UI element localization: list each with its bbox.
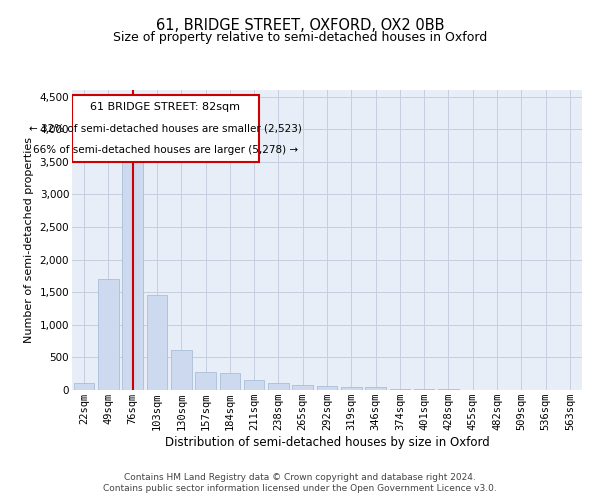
FancyBboxPatch shape <box>72 94 259 162</box>
Bar <box>268 384 289 390</box>
Bar <box>98 279 119 390</box>
Bar <box>146 296 167 390</box>
Bar <box>220 372 240 390</box>
Text: 66% of semi-detached houses are larger (5,278) →: 66% of semi-detached houses are larger (… <box>33 145 298 155</box>
Text: Contains public sector information licensed under the Open Government Licence v3: Contains public sector information licen… <box>103 484 497 493</box>
Text: ← 32% of semi-detached houses are smaller (2,523): ← 32% of semi-detached houses are smalle… <box>29 123 302 133</box>
Bar <box>74 384 94 390</box>
Text: 61 BRIDGE STREET: 82sqm: 61 BRIDGE STREET: 82sqm <box>91 102 241 112</box>
Bar <box>365 388 386 390</box>
Text: Contains HM Land Registry data © Crown copyright and database right 2024.: Contains HM Land Registry data © Crown c… <box>124 472 476 482</box>
Text: 61, BRIDGE STREET, OXFORD, OX2 0BB: 61, BRIDGE STREET, OXFORD, OX2 0BB <box>156 18 444 32</box>
Bar <box>171 350 191 390</box>
Bar <box>292 385 313 390</box>
Bar <box>389 388 410 390</box>
Bar <box>244 380 265 390</box>
X-axis label: Distribution of semi-detached houses by size in Oxford: Distribution of semi-detached houses by … <box>164 436 490 449</box>
Bar <box>122 162 143 390</box>
Bar <box>341 386 362 390</box>
Bar <box>195 372 216 390</box>
Text: Size of property relative to semi-detached houses in Oxford: Size of property relative to semi-detach… <box>113 31 487 44</box>
Y-axis label: Number of semi-detached properties: Number of semi-detached properties <box>24 137 34 343</box>
Bar <box>317 386 337 390</box>
